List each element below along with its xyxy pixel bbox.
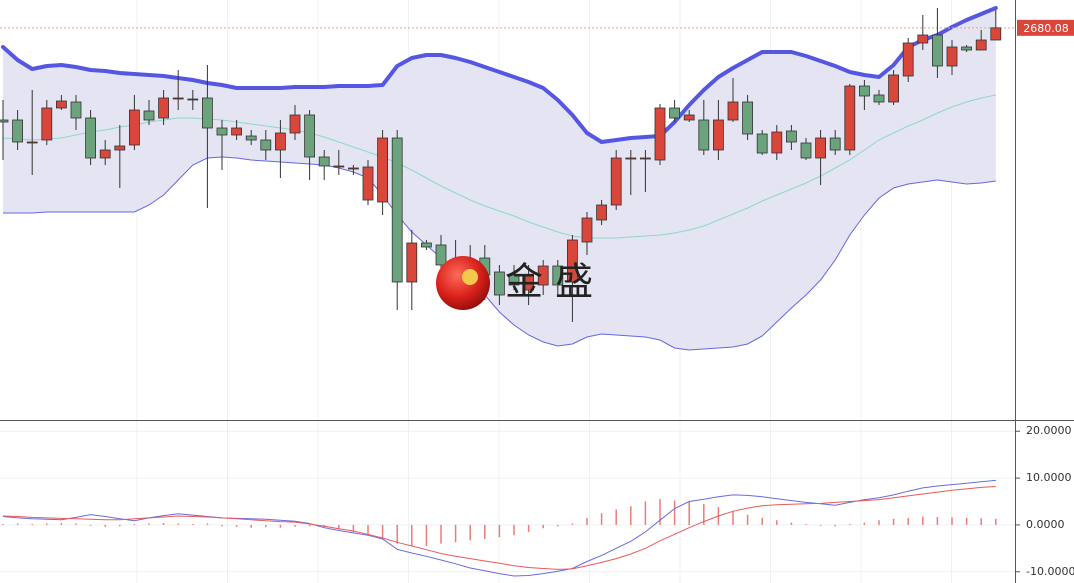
- candle-body: [362, 166, 374, 201]
- candle-body: [347, 167, 359, 170]
- candle-body: [523, 274, 534, 291]
- candle-body: [70, 101, 82, 119]
- candle-body: [158, 97, 170, 119]
- candle-body: [245, 135, 257, 141]
- candle-body: [625, 157, 637, 160]
- candle-body: [187, 98, 199, 101]
- band-fill: [3, 8, 996, 350]
- candle-body: [829, 137, 841, 151]
- candle-body: [698, 119, 710, 151]
- candle-body: [508, 274, 520, 286]
- candle-body: [143, 110, 155, 121]
- candle-body: [756, 133, 768, 154]
- candle-body: [260, 139, 272, 151]
- candle-body: [683, 114, 695, 121]
- candle-body: [888, 74, 899, 103]
- candle-body: [420, 242, 432, 248]
- candle-body: [26, 141, 38, 144]
- candle-body: [304, 114, 316, 158]
- candle-body: [0, 119, 9, 123]
- candle-body: [727, 101, 739, 121]
- candle-body: [859, 85, 870, 97]
- candle-body: [640, 157, 651, 160]
- band-upper: [1, 6, 998, 144]
- candle-body: [581, 217, 593, 243]
- macd-line: [2, 479, 996, 577]
- candle-body: [946, 46, 958, 67]
- candle-body: [216, 127, 228, 136]
- candle-body: [85, 117, 96, 159]
- candle-body: [873, 94, 885, 103]
- candle-body: [333, 165, 345, 168]
- watermark-text: 金 盛: [505, 260, 593, 304]
- logo-dot: [462, 269, 478, 285]
- candle-body: [596, 204, 607, 221]
- candle-body: [41, 107, 53, 141]
- candle-body: [537, 265, 549, 286]
- y-tick-label: 0.0000: [1026, 518, 1065, 531]
- band-middle: [2, 94, 996, 239]
- band-lower: [3, 156, 996, 351]
- candle-body: [567, 239, 578, 283]
- watermark: 金 盛: [436, 256, 593, 310]
- candle-body: [493, 271, 505, 296]
- candle-body: [800, 142, 812, 159]
- candle-body: [99, 149, 111, 159]
- candle-body: [917, 34, 929, 44]
- candle-body: [12, 119, 24, 143]
- candle-body: [114, 145, 126, 151]
- candle-body: [435, 244, 447, 266]
- candle-body: [990, 27, 1002, 41]
- candle-body: [902, 42, 914, 77]
- y-tick-label: 10.0000: [1026, 471, 1072, 484]
- candle-body: [844, 85, 856, 151]
- candle-body: [654, 107, 666, 161]
- macd-line: [2, 486, 996, 570]
- candle-body: [786, 130, 797, 143]
- candle-body: [815, 137, 826, 159]
- candle-body: [289, 114, 301, 134]
- last-price-box: [1017, 19, 1074, 36]
- candle-body: [274, 132, 286, 151]
- candle-body: [742, 101, 753, 135]
- last-price-label: 2680.08: [1023, 22, 1069, 35]
- candle-body: [391, 137, 403, 283]
- candle-body: [172, 97, 184, 100]
- candle-body: [713, 119, 724, 151]
- candle-body: [377, 137, 389, 203]
- candle-body: [231, 127, 243, 136]
- candle-body: [669, 107, 680, 119]
- y-tick-label: -10.0000: [1026, 565, 1074, 578]
- candle-body: [932, 34, 943, 67]
- candle-body: [128, 109, 140, 146]
- candle-body: [961, 46, 972, 51]
- candle-body: [406, 242, 418, 283]
- candle-body: [318, 156, 330, 167]
- candle-body: [552, 265, 564, 286]
- candle-body: [201, 97, 213, 129]
- candle-body: [56, 100, 67, 109]
- y-tick-label: 20.0000: [1026, 424, 1072, 437]
- plot: [0, 6, 1015, 577]
- candle-body: [975, 39, 987, 51]
- logo: [436, 256, 490, 310]
- candle-body: [610, 157, 622, 206]
- candle-body: [771, 131, 783, 154]
